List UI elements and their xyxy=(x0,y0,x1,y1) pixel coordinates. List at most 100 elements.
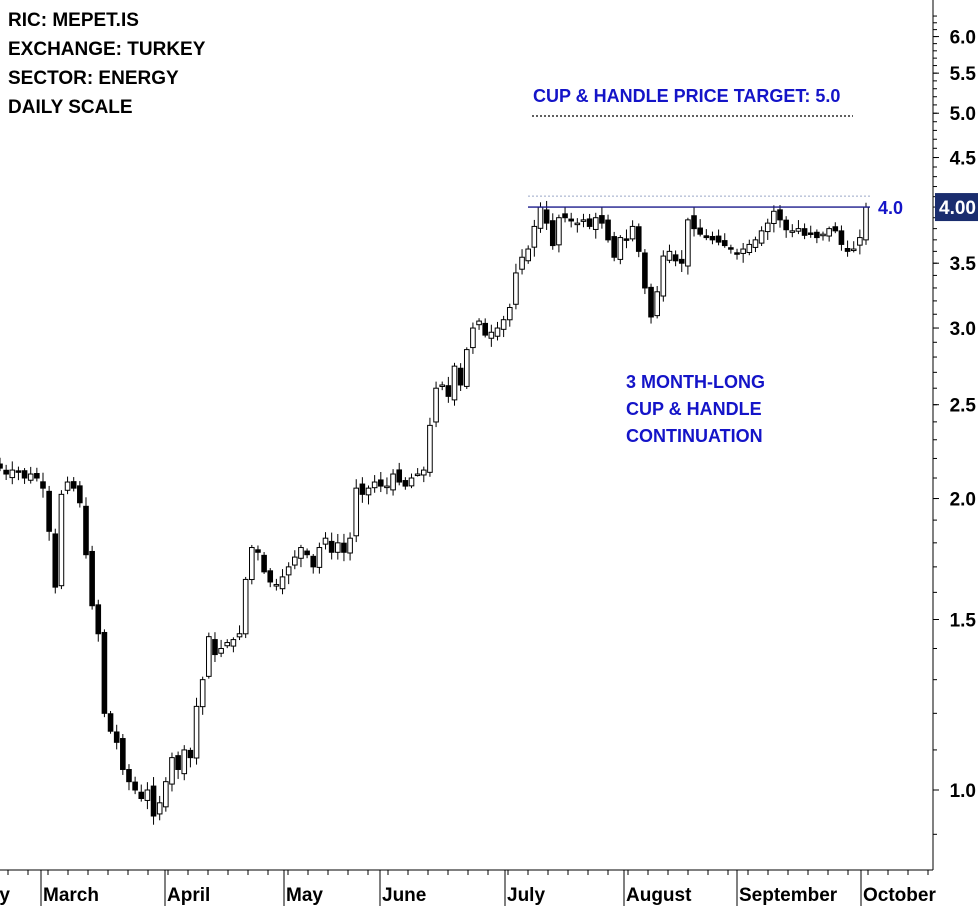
candle xyxy=(279,569,286,595)
price-target-label: CUP & HANDLE PRICE TARGET: 5.0 xyxy=(533,86,841,106)
candle xyxy=(371,475,378,493)
candle xyxy=(347,532,353,561)
candle xyxy=(832,222,839,234)
candle xyxy=(629,220,636,242)
candle xyxy=(697,219,703,237)
y-tick-label: 3.0 xyxy=(950,319,976,340)
candle xyxy=(611,231,617,262)
candle xyxy=(52,528,59,594)
candle xyxy=(95,599,102,642)
candle xyxy=(623,229,630,249)
candle xyxy=(322,532,329,550)
candle xyxy=(64,476,71,495)
pattern-note-line-2: CUP & HANDLE xyxy=(626,399,762,419)
candle xyxy=(543,200,550,230)
candle xyxy=(298,544,304,568)
candle xyxy=(863,202,869,245)
y-tick-label: 1.5 xyxy=(950,611,977,632)
candle xyxy=(777,205,783,228)
candle xyxy=(568,212,574,228)
candle xyxy=(439,381,446,391)
candle xyxy=(390,469,396,496)
candle xyxy=(494,321,501,341)
candle xyxy=(592,212,599,239)
candle xyxy=(120,733,126,775)
x-tick-label: June xyxy=(382,885,426,906)
candle xyxy=(457,363,464,391)
candle xyxy=(678,250,685,273)
candle xyxy=(341,533,347,562)
candle xyxy=(199,676,206,715)
x-tick-label: July xyxy=(507,885,545,906)
exchange-label: EXCHANGE: TURKEY xyxy=(8,39,206,60)
candle xyxy=(660,250,667,302)
x-tick-label: May xyxy=(286,885,323,906)
pattern-note-line-3: CONTINUATION xyxy=(626,426,763,446)
candle xyxy=(506,303,513,327)
candle xyxy=(666,244,673,264)
candle xyxy=(335,533,341,560)
candle xyxy=(89,545,95,610)
candle xyxy=(414,468,421,477)
candle xyxy=(580,213,587,228)
candle xyxy=(433,381,439,428)
candle xyxy=(685,217,691,275)
candle xyxy=(316,542,323,574)
plot-layer xyxy=(0,200,869,825)
candle xyxy=(635,223,642,258)
candle xyxy=(709,231,716,245)
candle xyxy=(58,490,65,590)
candle xyxy=(420,466,427,483)
x-tick-label: August xyxy=(626,885,692,906)
candle xyxy=(740,242,746,263)
candle xyxy=(21,468,28,484)
candle xyxy=(728,244,734,254)
scale-label: DAILY SCALE xyxy=(8,97,133,118)
candle xyxy=(820,231,826,241)
candle xyxy=(3,464,9,481)
candle xyxy=(764,218,771,240)
candle xyxy=(206,632,212,679)
candle xyxy=(304,548,310,559)
candle xyxy=(752,236,759,253)
resistance-value-label: 4.0 xyxy=(878,198,904,218)
candle xyxy=(654,286,660,319)
candle xyxy=(359,477,366,503)
candle xyxy=(113,724,120,750)
candle xyxy=(789,224,796,238)
candle xyxy=(599,206,605,229)
candle xyxy=(642,249,648,295)
y-tick-label: 5.5 xyxy=(950,64,977,85)
candle xyxy=(807,225,814,238)
candle xyxy=(132,776,138,795)
y-tick-label: 5.0 xyxy=(950,104,976,125)
candle xyxy=(445,376,452,403)
candle xyxy=(758,226,765,247)
candle xyxy=(150,777,157,825)
candle xyxy=(703,229,710,241)
candle xyxy=(9,461,16,485)
candle xyxy=(187,747,194,768)
candle xyxy=(617,235,624,265)
candle xyxy=(101,629,108,718)
candle xyxy=(261,552,267,574)
candle xyxy=(285,562,292,585)
candle xyxy=(83,497,89,559)
sector-label: SECTOR: ENERGY xyxy=(8,68,179,89)
candle xyxy=(801,223,808,240)
candle xyxy=(562,207,568,223)
candle xyxy=(463,347,470,389)
candle xyxy=(365,485,372,505)
candle xyxy=(531,219,538,257)
candle xyxy=(857,229,863,255)
candle xyxy=(212,632,218,663)
candle xyxy=(34,467,40,482)
y-tick-label: 2.0 xyxy=(950,490,976,511)
candle xyxy=(672,250,679,267)
candle xyxy=(648,283,654,324)
candle xyxy=(605,214,611,243)
pattern-note-line-1: 3 MONTH-LONG xyxy=(626,372,765,392)
candle xyxy=(408,473,415,489)
candle xyxy=(255,545,261,561)
